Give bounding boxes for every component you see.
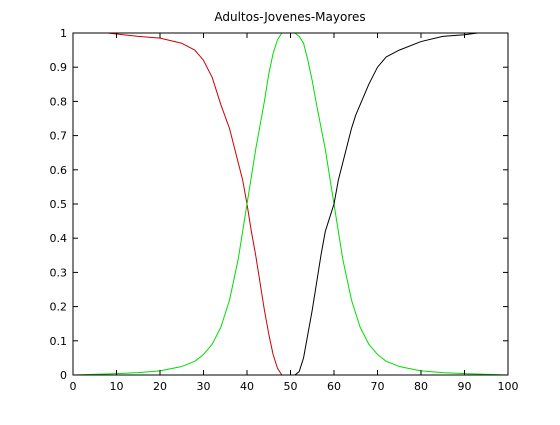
x-tick-label: 10: [110, 380, 124, 393]
y-tick-label: 0.8: [50, 95, 68, 108]
series-line-3: [286, 32, 478, 376]
x-tick-label: 20: [153, 380, 167, 393]
x-tick-label: 100: [498, 380, 519, 393]
y-tick-label: 0.2: [50, 301, 68, 314]
y-tick-label: 0.7: [50, 130, 68, 143]
y-tick-label: 0.4: [50, 232, 68, 245]
chart-title: Adultos-Jovenes-Mayores: [214, 10, 365, 24]
x-tick-label: 90: [458, 380, 472, 393]
x-tick-label: 60: [327, 380, 341, 393]
y-tick-label: 0.6: [50, 164, 68, 177]
x-tick-label: 30: [197, 380, 211, 393]
y-tick-label: 0: [60, 369, 67, 382]
x-tick-label: 70: [371, 380, 385, 393]
x-tick-label: 40: [240, 380, 254, 393]
x-tick-label: 50: [284, 380, 298, 393]
ticks-layer: 0 10 20 30 40 50 60 70 80 90 100 0 0.1 0.2 0.3 0.4 0.5 0.…: [50, 27, 519, 393]
y-tick-label: 0.1: [50, 335, 68, 348]
x-tick-label: 0: [70, 380, 77, 393]
y-tick-label: 1: [60, 27, 67, 40]
y-tick-label: 0.5: [50, 198, 68, 211]
x-tick-label: 80: [414, 380, 428, 393]
y-tick-label: 0.9: [50, 61, 68, 74]
y-tick-label: 0.3: [50, 266, 68, 279]
series-line-1: [107, 32, 291, 376]
